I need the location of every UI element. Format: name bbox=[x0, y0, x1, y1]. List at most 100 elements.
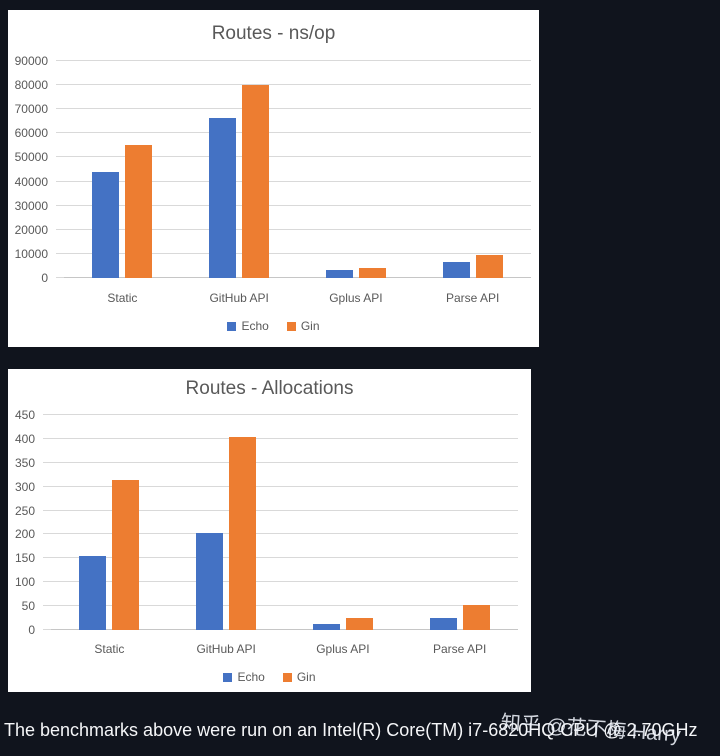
y-tick-label: 70000 bbox=[14, 102, 48, 117]
chart-title: Routes - ns/op bbox=[211, 23, 336, 44]
y-tick-label: 30000 bbox=[14, 198, 48, 213]
x-category-label: GitHub API bbox=[209, 291, 269, 305]
legend-swatch-gin bbox=[286, 321, 296, 331]
y-tick-label: 0 bbox=[28, 623, 35, 637]
bar-group-parse-api bbox=[414, 61, 531, 278]
legend-swatch-echo bbox=[223, 672, 233, 682]
legend-item-echo: Echo bbox=[227, 319, 269, 333]
legend-swatch-gin bbox=[282, 672, 292, 682]
bar-gin-parse-api bbox=[462, 605, 490, 630]
bar-gin-github-api bbox=[229, 436, 257, 630]
bar-echo-github-api bbox=[196, 533, 224, 630]
x-axis-labels: Static GitHub API Gplus API Parse API bbox=[51, 642, 518, 656]
gridline bbox=[56, 156, 531, 158]
legend-label: Gin bbox=[296, 670, 316, 684]
bar-group-github-api bbox=[181, 61, 298, 278]
y-tick-label: 80000 bbox=[14, 78, 48, 93]
x-category-label: Gplus API bbox=[316, 642, 370, 656]
bar-gin-static bbox=[125, 145, 153, 278]
y-tick-label: 350 bbox=[14, 455, 35, 470]
gridlines bbox=[43, 414, 518, 630]
y-tick-label: 10000 bbox=[14, 246, 48, 261]
bar-group-gplus-api bbox=[298, 61, 415, 278]
gridlines bbox=[56, 60, 531, 278]
legend: Echo Gin bbox=[8, 670, 531, 684]
gridline bbox=[56, 84, 531, 86]
y-tick-label: 150 bbox=[14, 551, 35, 566]
gridline bbox=[43, 461, 518, 463]
bar-groups bbox=[51, 415, 518, 630]
y-tick-label: 100 bbox=[14, 575, 35, 590]
gridline bbox=[43, 485, 518, 487]
gridline bbox=[43, 629, 518, 630]
bar-gin-parse-api bbox=[475, 254, 503, 278]
gridline bbox=[43, 557, 518, 559]
x-category-label: GitHub API bbox=[196, 642, 256, 656]
legend-item-gin: Gin bbox=[282, 670, 316, 684]
y-tick-label: 450 bbox=[14, 408, 35, 422]
y-tick-label: 250 bbox=[14, 503, 35, 518]
chart-card-allocations: Routes - Allocations 0 50 100 150 200 250 300 3… bbox=[8, 369, 531, 692]
gridline bbox=[56, 252, 531, 254]
plot-area bbox=[56, 60, 531, 278]
bar-echo-parse-api bbox=[442, 262, 470, 278]
y-tick-label: 300 bbox=[14, 479, 35, 494]
x-category-label: Parse API bbox=[445, 291, 500, 305]
bar-gin-static bbox=[112, 479, 140, 630]
bar-group-static bbox=[51, 415, 168, 630]
gridline bbox=[56, 277, 531, 278]
x-category-label: Parse API bbox=[432, 642, 487, 656]
y-tick-label: 50000 bbox=[14, 150, 48, 165]
gridline bbox=[56, 132, 531, 134]
legend-item-echo: Echo bbox=[223, 670, 265, 684]
gridline bbox=[43, 605, 518, 607]
y-tick-label: 90000 bbox=[14, 54, 48, 68]
x-category-label: Gplus API bbox=[329, 291, 383, 305]
benchmark-caption: The benchmarks above were run on an Inte… bbox=[4, 720, 698, 740]
gridline bbox=[43, 414, 518, 415]
gridline bbox=[43, 581, 518, 583]
bar-gin-gplus-api bbox=[345, 618, 373, 630]
bar-group-github-api bbox=[168, 415, 285, 630]
gridline bbox=[56, 108, 531, 110]
y-axis-labels: 0 10000 20000 30000 40000 50000 60000 70000 8000… bbox=[8, 54, 56, 285]
gridline bbox=[43, 437, 518, 439]
y-tick-label: 20000 bbox=[14, 222, 48, 237]
bar-group-parse-api bbox=[401, 415, 518, 630]
plot-area bbox=[43, 414, 518, 630]
bar-echo-github-api bbox=[209, 118, 237, 278]
bar-echo-gplus-api bbox=[312, 623, 340, 630]
x-category-label: Static bbox=[94, 642, 125, 656]
legend-label: Gin bbox=[300, 319, 320, 333]
bar-group-static bbox=[64, 61, 181, 278]
bar-gin-github-api bbox=[242, 85, 270, 278]
chart-card-ns-op: Routes - ns/op 0 10000 20000 30000 40000 5000… bbox=[8, 10, 539, 347]
bar-group-gplus-api bbox=[285, 415, 402, 630]
x-axis-labels: Static GitHub API Gplus API Parse API bbox=[64, 291, 531, 305]
bar-echo-static bbox=[79, 555, 107, 630]
legend-item-gin: Gin bbox=[286, 319, 320, 333]
legend: Echo Gin bbox=[8, 319, 539, 333]
gridline bbox=[56, 204, 531, 206]
y-tick-label: 40000 bbox=[14, 174, 48, 189]
chart-title: Routes - Allocations bbox=[185, 378, 354, 399]
bar-groups bbox=[64, 61, 531, 278]
gridline bbox=[56, 180, 531, 182]
gridline bbox=[43, 509, 518, 511]
y-tick-label: 0 bbox=[41, 271, 48, 285]
y-axis-labels: 0 50 100 150 200 250 300 350 400 450 bbox=[8, 408, 43, 637]
legend-label: Echo bbox=[241, 319, 269, 333]
bar-echo-static bbox=[92, 171, 120, 278]
y-tick-label: 400 bbox=[14, 431, 35, 446]
y-tick-label: 200 bbox=[14, 527, 35, 542]
legend-swatch-echo bbox=[227, 321, 237, 331]
x-category-label: Static bbox=[107, 291, 138, 305]
y-tick-label: 60000 bbox=[14, 126, 48, 141]
bar-echo-parse-api bbox=[429, 618, 457, 630]
gridline bbox=[43, 533, 518, 535]
gridline bbox=[56, 228, 531, 230]
bar-echo-gplus-api bbox=[325, 270, 353, 278]
y-tick-label: 50 bbox=[21, 599, 35, 614]
gridline bbox=[56, 60, 531, 61]
